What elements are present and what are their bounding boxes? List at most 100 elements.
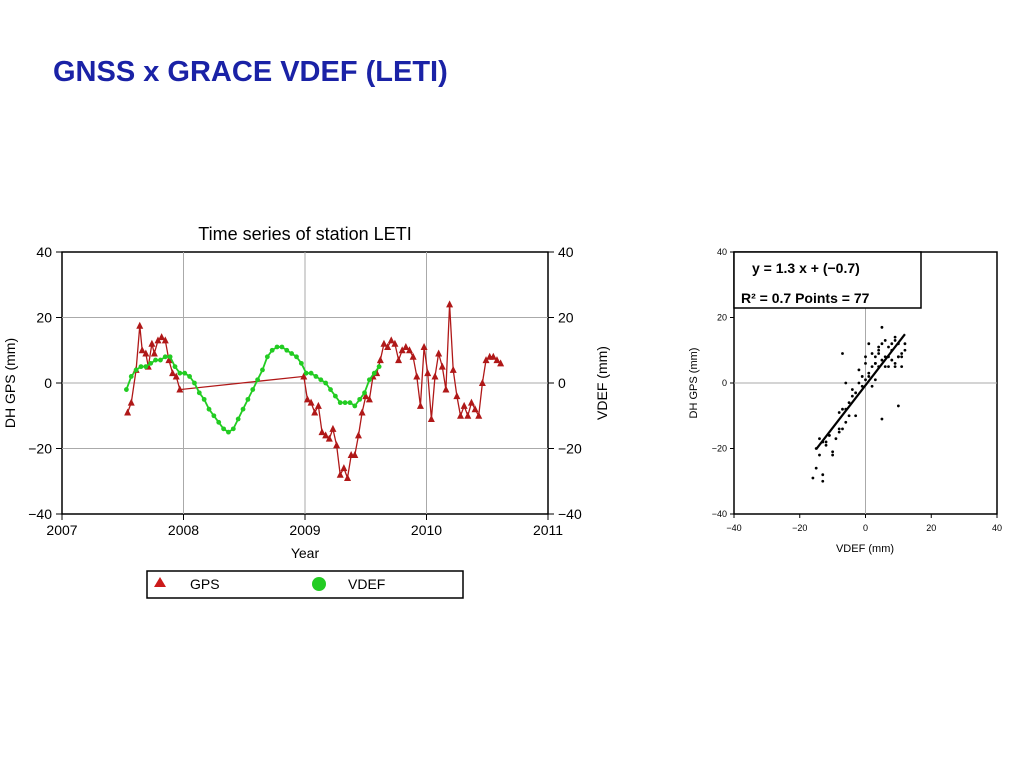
scatter-point (841, 352, 844, 355)
gps-point (471, 405, 479, 413)
vdef-point (269, 347, 275, 353)
gps-point (340, 464, 348, 472)
vdef-point (133, 367, 139, 373)
gps-point (376, 356, 384, 364)
scatter-point (880, 417, 884, 421)
vdef-point (206, 406, 212, 412)
vdef-point (260, 367, 265, 373)
gps-point (405, 346, 413, 354)
gps-point (493, 356, 501, 364)
vdef-point (303, 370, 309, 376)
timeseries-title: Time series of station LETI (198, 224, 411, 244)
gps-point (336, 470, 344, 478)
gps-point (303, 395, 311, 403)
gps-point (409, 352, 417, 360)
scatter-point (834, 437, 838, 441)
gps-point (482, 356, 490, 364)
vdef-point (376, 364, 382, 370)
vdef-point (138, 364, 144, 370)
timeseries-ylabel-right: VDEF (mm) (594, 346, 610, 420)
scatter-point (900, 352, 904, 355)
gps-point (311, 408, 319, 416)
timeseries-ytick-label-right: −20 (558, 441, 582, 457)
gps-point (138, 346, 146, 354)
vdef-point (167, 354, 173, 360)
vdef-point (332, 393, 338, 399)
timeseries-xtick-label: 2009 (289, 522, 320, 538)
timeseries-ytick-label-left: −20 (28, 441, 52, 457)
gps-point (384, 342, 392, 350)
scatter-point (841, 407, 844, 411)
scatter-point (818, 453, 821, 457)
scatter-point (896, 404, 900, 408)
scatter-ytick-label: 0 (722, 378, 727, 388)
gps-point (489, 352, 497, 360)
gps-point (314, 401, 322, 409)
gps-point (457, 411, 465, 419)
vdef-point (226, 429, 231, 435)
vdef-point (192, 380, 197, 386)
scatter-point (890, 358, 894, 362)
scatter-point (818, 437, 821, 441)
scatter-point (837, 427, 841, 431)
gps-point (169, 369, 177, 377)
gps-point (446, 300, 454, 308)
gps-point (150, 349, 158, 357)
scatter-point (887, 365, 890, 369)
slide-title: GNSS x GRACE VDEF (LETI) (53, 56, 448, 88)
scatter-xtick-label: 20 (926, 523, 936, 533)
scatter-point (873, 378, 877, 382)
vdef-point (352, 403, 358, 409)
scatter-point (844, 381, 848, 385)
scatter-xlabel: VDEF (mm) (836, 543, 894, 555)
vdef-point (221, 426, 226, 432)
gps-series (124, 300, 505, 481)
scatter-point (831, 453, 835, 457)
scatter-ticks: −40 −20 0 20 40 40 20 0 −20 −40 (712, 247, 1002, 533)
vdef-point (158, 357, 163, 363)
gps-point (427, 415, 435, 423)
scatter-ylabel: DH GPS (mm) (688, 348, 700, 419)
scatter-point (890, 342, 894, 346)
vdef-point (342, 400, 348, 406)
scatter-point (896, 355, 900, 359)
gps-point (420, 342, 428, 350)
vdef-point (230, 426, 236, 432)
gps-point (475, 411, 483, 419)
scatter-point (854, 391, 858, 395)
timeseries-ytick-label-left: 20 (36, 310, 52, 326)
gps-point (325, 434, 333, 442)
scatter-point (893, 361, 897, 365)
timeseries-ytick-label-right: 0 (558, 375, 566, 391)
vdef-point (187, 374, 192, 379)
gps-point (438, 362, 446, 370)
scatter-point (870, 352, 874, 355)
gps-point (464, 411, 472, 419)
timeseries-ytick-label-left: 0 (44, 375, 52, 391)
scatter-point (857, 381, 861, 385)
legend-vdef-label: VDEF (348, 576, 385, 592)
timeseries-ytick-label-left: −40 (28, 506, 52, 522)
scatter-stats: R² = 0.7 Points = 77 (741, 290, 870, 306)
scatter-point (870, 384, 874, 388)
vdef-point (245, 396, 251, 402)
vdef-point (313, 374, 319, 379)
scatter-point (814, 466, 818, 470)
scatter-point (877, 348, 881, 352)
vdef-point (250, 387, 256, 392)
scatter-point (883, 339, 887, 342)
timeseries-xtick-label: 2010 (411, 522, 442, 538)
vdef-point (289, 351, 295, 356)
vdef-point (148, 360, 154, 366)
vdef-point (255, 377, 261, 383)
scatter-point (847, 401, 851, 405)
vdef-point (128, 374, 134, 379)
scatter-point (867, 371, 871, 375)
scatter-point (880, 325, 884, 329)
timeseries-ytick-label-right: 20 (558, 310, 574, 326)
gps-point (127, 398, 135, 406)
gps-point (344, 473, 352, 481)
scatter-point (880, 358, 884, 362)
scatter-point (900, 355, 904, 359)
